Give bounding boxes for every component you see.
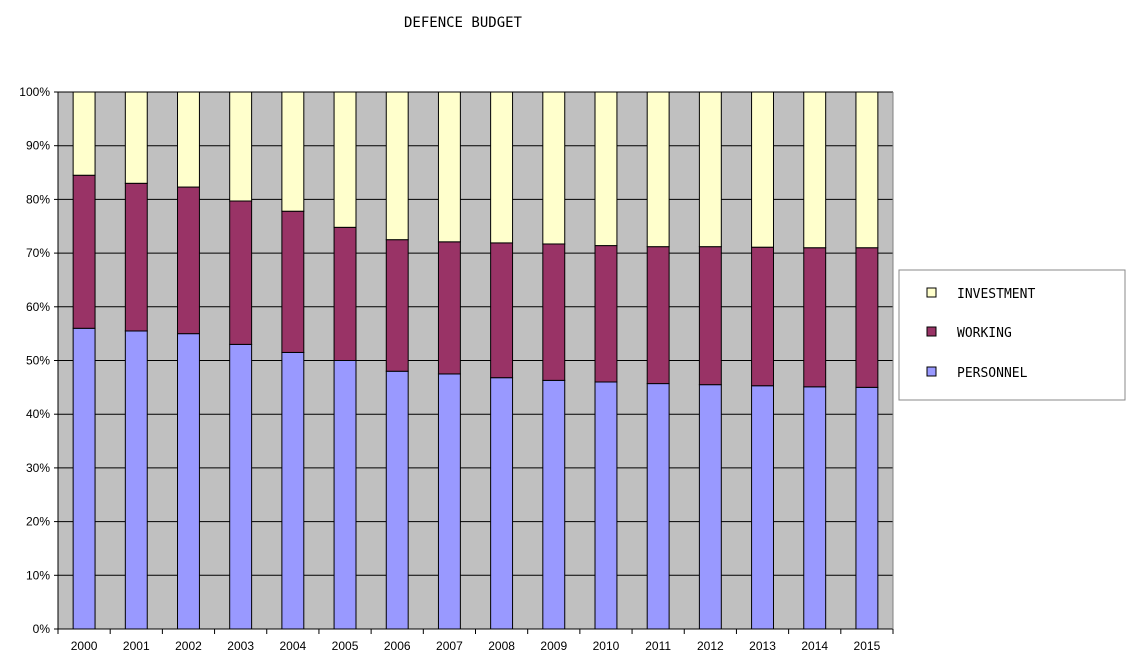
x-tick-label: 2014 (801, 639, 828, 653)
bar-investment-2002 (177, 91, 200, 188)
bar-personnel-2010 (594, 381, 618, 630)
x-tick-label: 2004 (279, 639, 306, 653)
chart-title: DEFENCE BUDGET (404, 15, 523, 31)
bar-personnel-2001 (124, 330, 148, 630)
bar-personnel-2013 (751, 385, 774, 630)
legend: INVESTMENT WORKING PERSONNEL (898, 269, 1126, 401)
bar-personnel-2015 (855, 386, 879, 630)
bar-working-2009 (542, 243, 566, 381)
bar-investment-2000 (72, 91, 96, 176)
x-tick-label: 2015 (854, 639, 881, 653)
x-tick-label: 2010 (593, 639, 620, 653)
legend-label-investment: INVESTMENT (957, 287, 1035, 302)
y-tick-label: 80% (26, 192, 50, 206)
x-tick-label: 2012 (697, 639, 724, 653)
bar-working-2005 (333, 226, 357, 361)
x-tick-label: 2003 (227, 639, 254, 653)
legend-swatch-working (926, 326, 937, 337)
bar-personnel-2005 (333, 360, 357, 630)
y-tick-label: 40% (26, 407, 50, 421)
x-tick-label: 2013 (749, 639, 776, 653)
x-tick-label: 2009 (540, 639, 567, 653)
legend-label-personnel: PERSONNEL (957, 366, 1028, 381)
y-axis-ticks: 0% 10% 20% 30% 40% 50% 60% 70% 80% 90% 100% (19, 85, 58, 636)
bar-personnel-2000 (72, 327, 96, 630)
bars (72, 91, 879, 630)
x-tick-label: 2000 (71, 639, 98, 653)
bar-personnel-2007 (437, 373, 461, 630)
x-tick-label: 2011 (645, 639, 671, 653)
bar-investment-2011 (646, 91, 670, 248)
bar-working-2010 (594, 245, 618, 383)
y-tick-label: 70% (26, 246, 50, 260)
legend-label-working: WORKING (957, 326, 1012, 341)
y-tick-label: 90% (26, 139, 50, 153)
bar-investment-2004 (281, 91, 305, 212)
x-tick-label: 2008 (488, 639, 515, 653)
legend-swatch-personnel (926, 366, 937, 377)
y-tick-label: 0% (33, 622, 51, 636)
legend-swatch-investment (926, 287, 937, 298)
y-tick-label: 10% (26, 568, 50, 582)
bar-working-2001 (124, 182, 148, 332)
x-axis-ticks: 2000 2001 2002 2003 2004 2005 2006 2007 2008 2009… (57, 629, 894, 653)
x-tick-label: 2006 (384, 639, 411, 653)
y-tick-label: 60% (26, 300, 50, 314)
bar-working-2003 (229, 200, 253, 345)
bar-investment-2015 (855, 91, 879, 249)
bar-working-2007 (437, 241, 461, 375)
bar-investment-2005 (333, 91, 357, 228)
x-tick-label: 2002 (175, 639, 202, 653)
bar-working-2013 (751, 246, 774, 387)
bar-working-2008 (490, 242, 514, 379)
bar-working-2002 (177, 186, 200, 335)
bar-personnel-2009 (542, 379, 566, 630)
legend-box (898, 269, 1126, 401)
bar-personnel-2003 (229, 343, 253, 630)
bar-working-2006 (385, 239, 409, 372)
bar-working-2012 (698, 246, 722, 386)
bar-investment-2010 (594, 91, 618, 247)
y-tick-label: 100% (19, 85, 50, 99)
bar-personnel-2012 (698, 384, 722, 630)
bar-working-2014 (803, 247, 827, 388)
x-tick-label: 2005 (332, 639, 359, 653)
bar-investment-2006 (385, 91, 409, 241)
bar-investment-2014 (803, 91, 827, 249)
bar-working-2000 (72, 174, 96, 329)
bar-investment-2008 (490, 91, 514, 244)
bar-investment-2003 (229, 91, 253, 202)
bar-investment-2012 (698, 91, 722, 248)
bar-personnel-2014 (803, 386, 827, 630)
bar-investment-2009 (542, 91, 566, 245)
y-tick-label: 30% (26, 461, 50, 475)
bar-personnel-2011 (646, 383, 670, 630)
bar-investment-2001 (124, 91, 148, 184)
bar-investment-2007 (437, 91, 461, 243)
y-tick-label: 50% (26, 354, 50, 368)
bar-personnel-2004 (281, 351, 305, 630)
x-tick-label: 2007 (436, 639, 463, 653)
bar-working-2004 (281, 210, 305, 353)
bar-working-2015 (855, 247, 879, 388)
y-tick-label: 20% (26, 515, 50, 529)
bar-investment-2013 (751, 91, 774, 248)
bar-working-2011 (646, 246, 670, 385)
x-tick-label: 2001 (123, 639, 150, 653)
bar-personnel-2002 (177, 333, 200, 630)
bar-personnel-2008 (490, 377, 514, 630)
bar-personnel-2006 (385, 370, 409, 630)
